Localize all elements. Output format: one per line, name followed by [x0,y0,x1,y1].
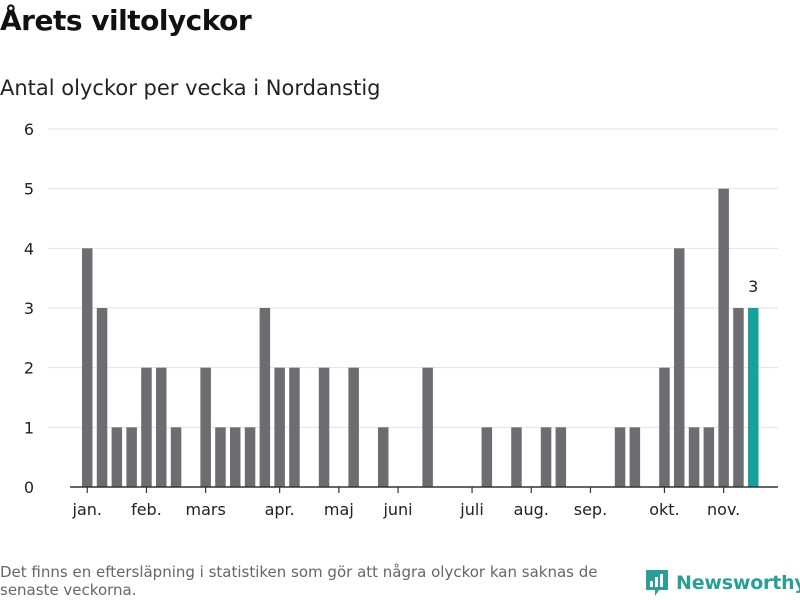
bar [141,367,152,487]
newsworthy-logo-text: Newsworthy [676,572,800,594]
bar [688,427,700,487]
footer-note: Det finns en eftersläpning i statistiken… [0,563,598,599]
y-tick-label: 2 [24,359,34,378]
x-axis-ticks: jan. feb. mars apr. maj juni juli aug. sep. okt. n… [72,487,740,519]
bar [215,427,226,487]
bar [230,427,241,487]
bar [674,248,685,487]
y-tick-label: 1 [24,418,34,437]
x-tick-label: maj [324,500,354,519]
y-tick-label: 0 [24,478,34,497]
bar-chart: 0 1 2 3 4 5 6 3 jan. feb. mars apr. maj juni juli aug… [24,120,778,519]
bar [422,367,433,487]
bar [126,427,137,487]
bar [733,308,744,487]
bar [614,427,626,487]
y-axis-ticks: 0 1 2 3 4 5 6 [24,120,34,497]
y-tick-label: 4 [24,239,34,258]
chart-subtitle: Antal olyckor per vecka i Nordanstig [0,76,381,100]
bar [156,367,167,487]
x-tick-label: feb. [131,500,162,519]
bar [540,427,552,487]
y-tick-label: 3 [24,299,34,318]
x-tick-label: nov. [707,500,740,519]
bar [318,367,330,487]
bar-highlight [748,308,759,487]
chart-title: Årets viltolyckor [0,4,252,37]
bar [170,427,182,487]
bar [659,367,670,487]
bar [555,427,567,487]
bar [703,427,715,487]
bar [348,367,359,487]
bar-data-label: 3 [748,277,758,296]
newsworthy-logo-icon [646,570,668,596]
bar [511,427,522,487]
bars: 3 [82,188,759,487]
bar [274,367,285,487]
bar [629,427,641,487]
grid-lines [48,128,778,428]
y-tick-label: 5 [24,180,34,199]
bar [111,427,123,487]
bar [244,427,256,487]
x-tick-label: aug. [514,500,549,519]
x-tick-label: jan. [72,500,102,519]
newsworthy-logo[interactable]: Newsworthy [644,568,800,598]
y-tick-label: 6 [24,120,34,139]
bar [289,367,300,487]
x-tick-label: juli [459,500,483,519]
bar [259,308,271,487]
bar [718,188,729,487]
x-tick-label: juni [382,500,412,519]
bar [96,308,108,487]
x-tick-label: apr. [265,500,295,519]
x-tick-label: okt. [649,500,679,519]
bar [200,367,211,487]
bar [82,248,93,487]
x-tick-label: mars [185,500,225,519]
bar [378,427,389,487]
x-tick-label: sep. [574,500,607,519]
bar [481,427,493,487]
